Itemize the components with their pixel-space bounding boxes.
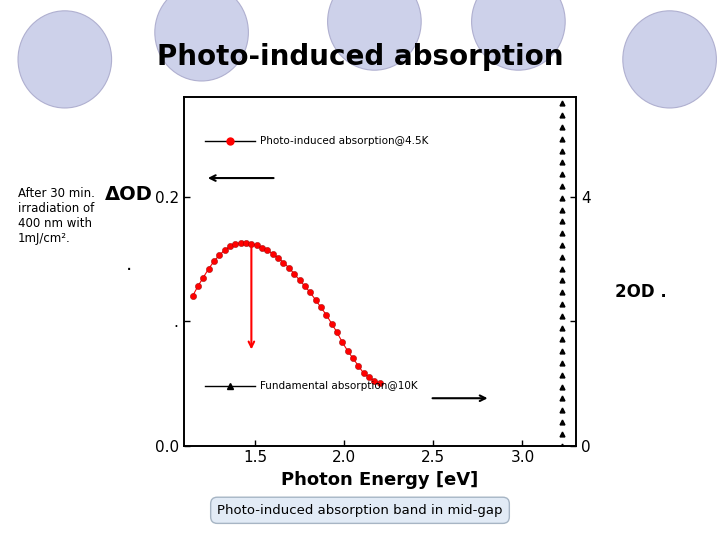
X-axis label: Photon Energy [eV]: Photon Energy [eV] <box>282 471 478 489</box>
Text: Fundamental absorption@10K: Fundamental absorption@10K <box>261 381 418 391</box>
Ellipse shape <box>623 11 716 108</box>
Ellipse shape <box>155 0 248 81</box>
Text: .: . <box>125 255 132 274</box>
Text: Photo-induced absorption@4.5K: Photo-induced absorption@4.5K <box>261 136 428 146</box>
Ellipse shape <box>472 0 565 70</box>
Text: Photo-induced absorption band in mid-gap: Photo-induced absorption band in mid-gap <box>217 504 503 517</box>
Ellipse shape <box>328 0 421 70</box>
Ellipse shape <box>18 11 112 108</box>
Text: 2OD .: 2OD . <box>615 284 667 301</box>
Text: ΔOD: ΔOD <box>104 185 153 204</box>
Text: Photo-induced absorption: Photo-induced absorption <box>157 43 563 71</box>
Text: After 30 min.
irradiation of
400 nm with
1mJ/cm².: After 30 min. irradiation of 400 nm with… <box>18 187 95 245</box>
